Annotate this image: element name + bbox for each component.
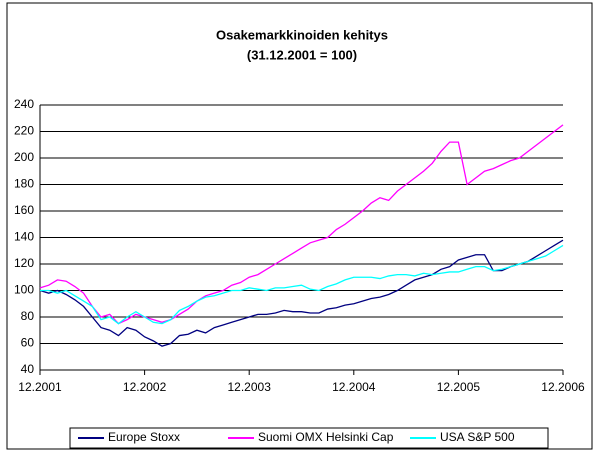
series-line: [39, 124, 564, 325]
x-tick-label: 12.2002: [123, 380, 167, 394]
chart-subtitle: (31.12.2001 = 100): [247, 47, 357, 62]
y-tick-label: 200: [14, 150, 34, 164]
y-tick-label: 100: [14, 283, 34, 297]
chart-title: Osakemarkkinoiden kehitys: [216, 27, 388, 42]
series-line: [40, 244, 564, 325]
x-tick-label: 12.2005: [437, 380, 481, 394]
legend-label: Europe Stoxx: [108, 430, 180, 444]
x-tick-label: 12.2004: [332, 380, 376, 394]
x-tick-label: 12.2003: [228, 380, 272, 394]
chart-frame: [6, 2, 593, 450]
legend-label: USA S&P 500: [440, 430, 515, 444]
series-line: [39, 239, 564, 347]
y-tick-label: 80: [21, 309, 35, 323]
x-tick-label: 12.2006: [541, 380, 585, 394]
y-tick-label: 240: [14, 97, 34, 111]
y-tick-label: 180: [14, 177, 34, 191]
y-tick-label: 140: [14, 230, 34, 244]
y-tick-label: 160: [14, 203, 34, 217]
y-tick-label: 220: [14, 124, 34, 138]
legend-label: Suomi OMX Helsinki Cap: [258, 430, 394, 444]
y-tick-label: 40: [21, 362, 35, 376]
legend-box: [69, 427, 549, 449]
y-tick-label: 120: [14, 256, 34, 270]
x-tick-label: 12.2001: [18, 380, 62, 394]
y-tick-label: 60: [21, 336, 35, 350]
